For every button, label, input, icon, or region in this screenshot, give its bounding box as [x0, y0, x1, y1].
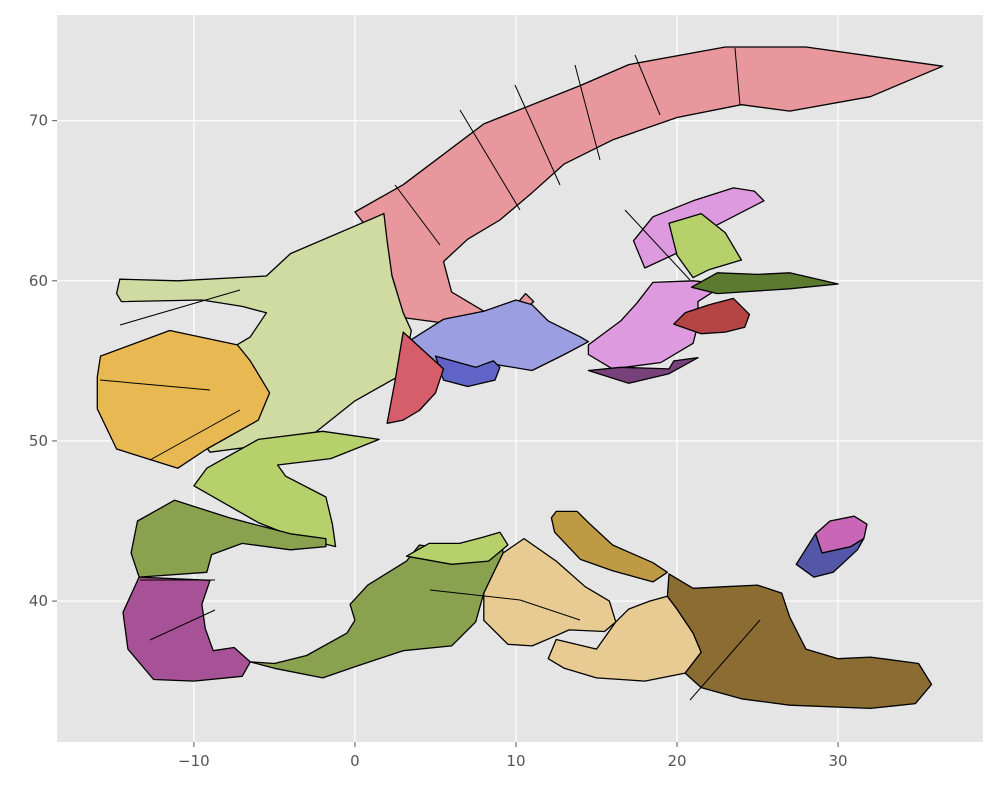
x-tick-label: 10 — [506, 752, 525, 770]
divider-line — [574, 64, 601, 161]
divider-line — [514, 84, 561, 186]
region-bothnian-sea-east — [668, 212, 743, 279]
region-biscay — [193, 430, 380, 548]
divider-line — [689, 619, 761, 701]
region-ligurian — [405, 531, 509, 565]
y-tick-label: 50 — [29, 432, 48, 450]
region-tyrrhenian — [483, 537, 617, 647]
y-axis-ticks: 40 50 60 70 — [29, 112, 57, 610]
x-tick-label: −10 — [178, 752, 210, 770]
x-tick-label: 30 — [829, 752, 848, 770]
region-gdansk — [587, 357, 699, 384]
divider-line — [519, 599, 581, 621]
y-tick-label: 60 — [29, 272, 48, 290]
region-layer — [96, 46, 944, 710]
x-tick-label: 20 — [667, 752, 686, 770]
region-aegean-levant — [666, 573, 933, 710]
divider-line — [429, 589, 521, 601]
y-tick-label: 40 — [29, 592, 48, 610]
region-german-bight — [434, 355, 501, 388]
region-irish-west — [96, 329, 271, 469]
y-tick-label: 70 — [29, 112, 48, 130]
divider-line — [149, 409, 241, 461]
region-iberia-north — [130, 499, 327, 578]
divider-line — [634, 54, 661, 116]
divider-line — [624, 209, 691, 281]
region-adriatic — [550, 510, 669, 583]
divider-line — [459, 109, 521, 211]
x-axis-ticks: −10 0 10 20 30 — [178, 742, 848, 770]
divider-line — [394, 184, 441, 246]
region-belgian-coast — [386, 331, 445, 424]
region-gulf-finland — [690, 272, 839, 295]
divider-line — [99, 379, 211, 391]
region-black-sea-south — [795, 533, 865, 578]
coastline-dividers — [99, 47, 761, 701]
divider-line — [119, 289, 241, 326]
divider-line — [734, 47, 741, 106]
region-gulf-riga — [673, 297, 751, 335]
x-tick-label: 0 — [350, 752, 360, 770]
divider-line — [149, 609, 216, 641]
